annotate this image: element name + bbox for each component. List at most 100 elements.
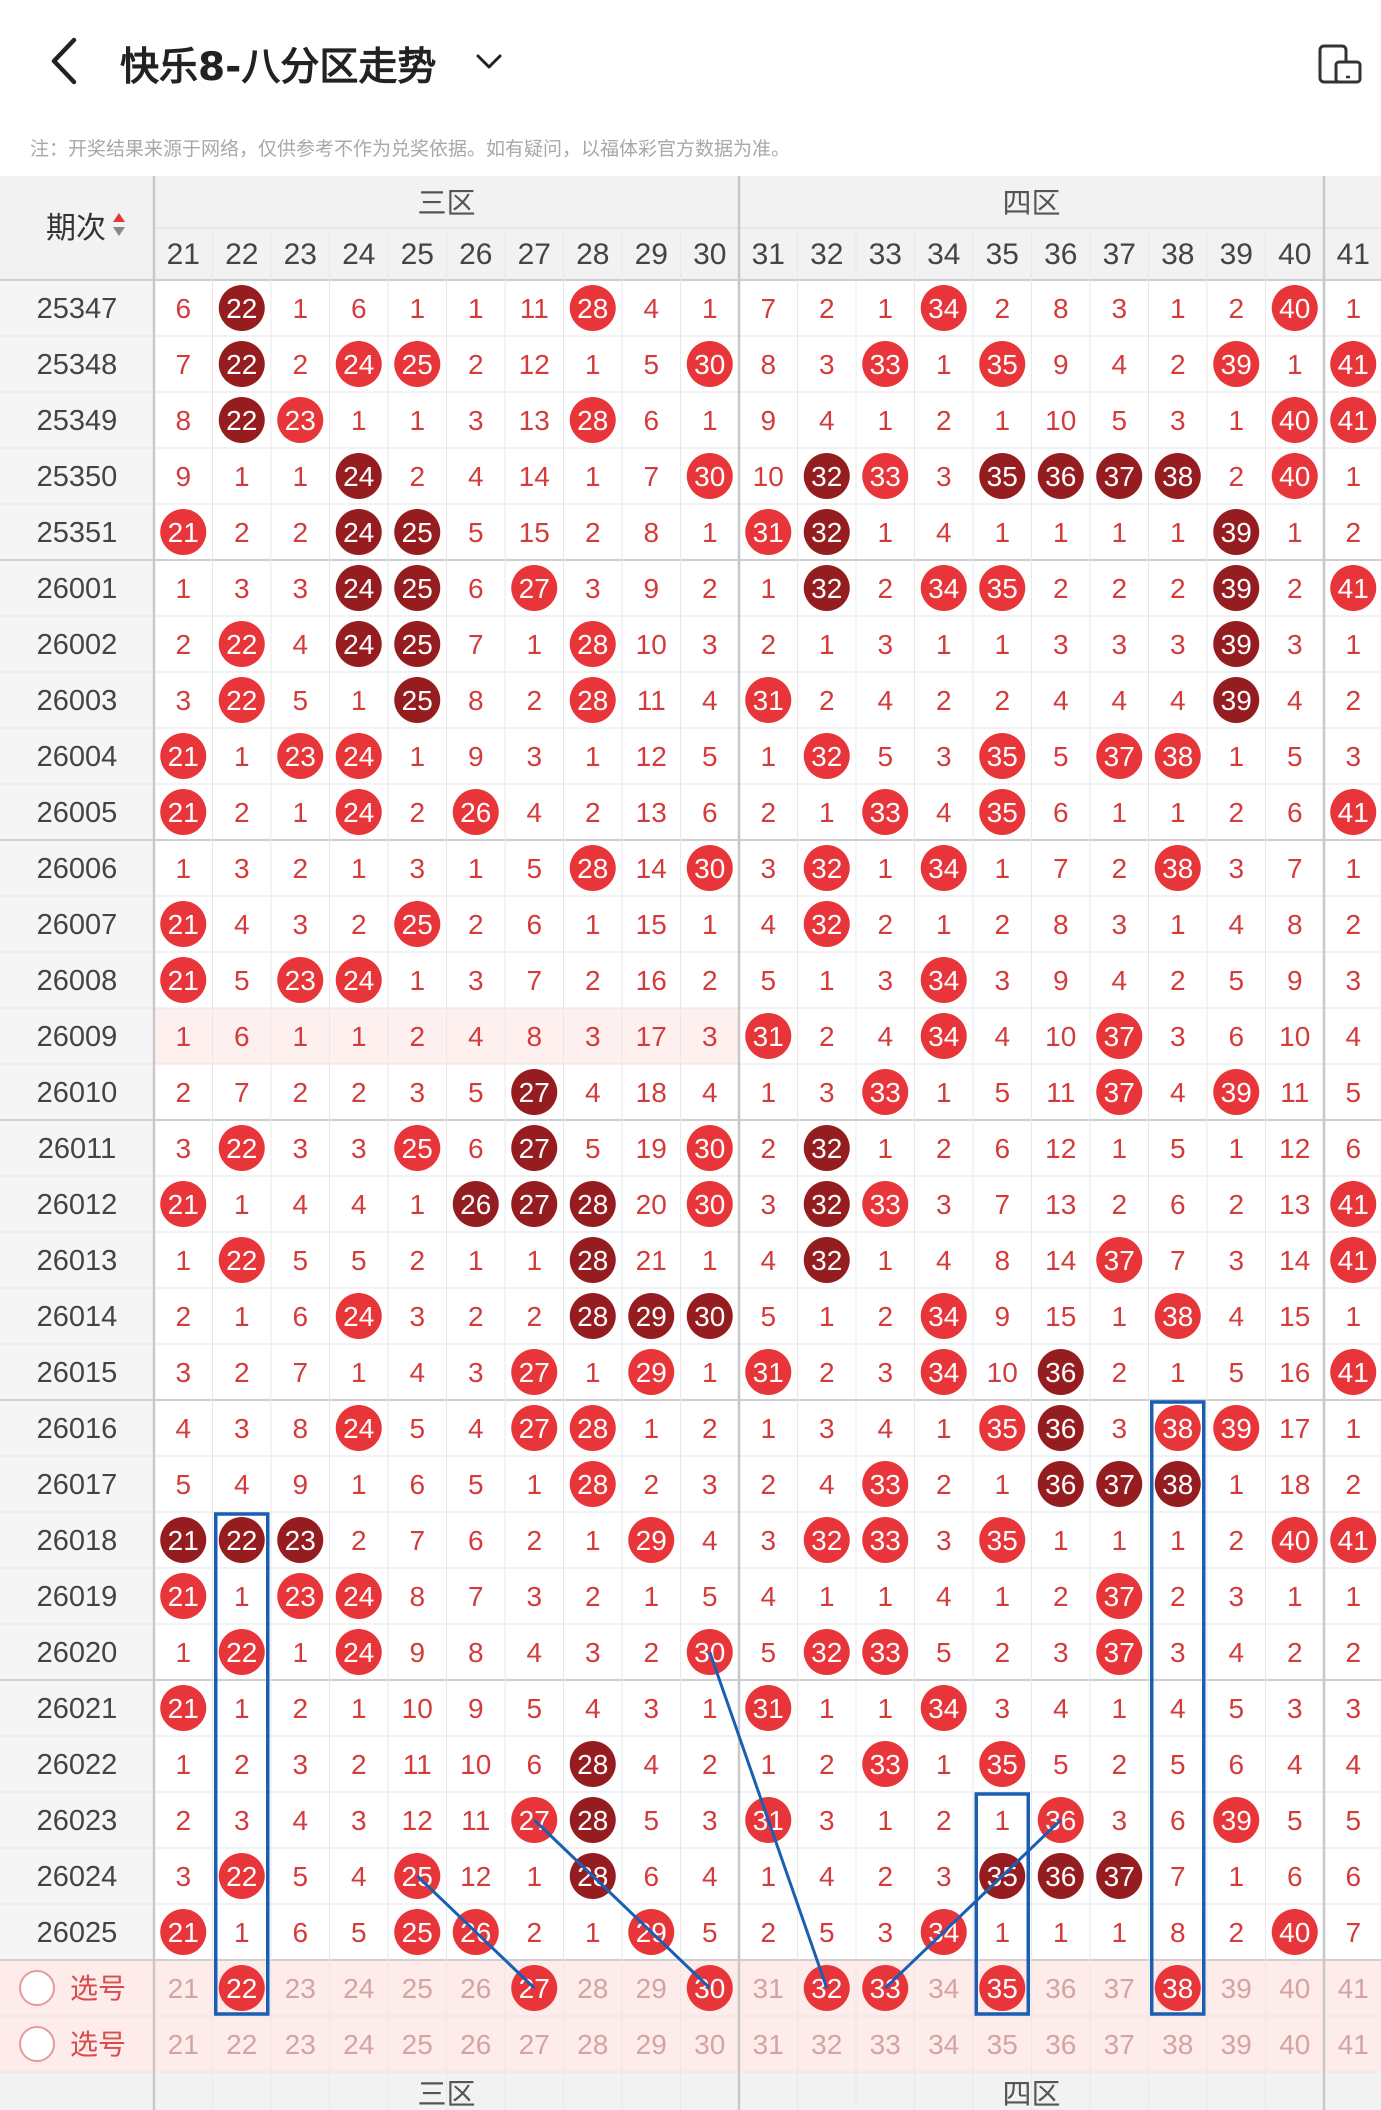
- miss-value: 1: [877, 1133, 893, 1164]
- select-number[interactable]: 32: [811, 2029, 842, 2060]
- select-number[interactable]: 25: [402, 1973, 433, 2004]
- miss-value: 17: [1279, 1413, 1310, 1444]
- radio-icon[interactable]: [19, 2026, 55, 2062]
- select-number[interactable]: 40: [1279, 1973, 1310, 2004]
- select-number[interactable]: 27: [519, 2029, 550, 2060]
- select-number[interactable]: 34: [928, 1973, 959, 2004]
- select-number[interactable]: 41: [1338, 2029, 1369, 2060]
- select-number[interactable]: 32: [811, 1973, 842, 2004]
- ball-number: 22: [226, 1245, 257, 1276]
- miss-value: 1: [585, 741, 601, 772]
- select-number[interactable]: 24: [343, 2029, 374, 2060]
- select-number[interactable]: 26: [460, 2029, 491, 2060]
- select-number[interactable]: 31: [753, 2029, 784, 2060]
- miss-value: 1: [1228, 1133, 1244, 1164]
- chevron-down-icon[interactable]: [474, 46, 504, 76]
- miss-value: 4: [468, 1021, 484, 1052]
- miss-value: 3: [819, 1413, 835, 1444]
- ball-number: 41: [1338, 1245, 1369, 1276]
- miss-value: 2: [936, 1805, 952, 1836]
- select-number[interactable]: 34: [928, 2029, 959, 2060]
- miss-value: 9: [1053, 965, 1069, 996]
- period-cell: 26008: [37, 965, 118, 997]
- select-number[interactable]: 38: [1162, 1973, 1193, 2004]
- miss-value: 3: [1111, 1413, 1127, 1444]
- select-number[interactable]: 30: [694, 2029, 725, 2060]
- ball-28: [569, 1181, 616, 1227]
- period-header[interactable]: 期次: [46, 211, 106, 246]
- select-number[interactable]: 37: [1104, 1973, 1135, 2004]
- select-number[interactable]: 28: [577, 2029, 608, 2060]
- select-number[interactable]: 22: [226, 1973, 257, 2004]
- ball-number: 26: [460, 1189, 491, 1220]
- ball-36: [1037, 1461, 1084, 1507]
- miss-value: 8: [468, 685, 484, 716]
- select-number[interactable]: 23: [285, 2029, 316, 2060]
- select-number[interactable]: 29: [636, 1973, 667, 2004]
- miss-value: 3: [175, 1357, 191, 1388]
- sort-down-icon[interactable]: [113, 227, 125, 236]
- select-number[interactable]: 35: [987, 2029, 1018, 2060]
- ball-37: [1096, 453, 1143, 499]
- select-number[interactable]: 24: [343, 1973, 374, 2004]
- miss-value: 2: [292, 349, 308, 380]
- ball-21: [160, 957, 207, 1003]
- period-cell: 25351: [37, 517, 118, 549]
- miss-value: 10: [753, 461, 784, 492]
- miss-value: 1: [1053, 1525, 1069, 1556]
- select-number[interactable]: 35: [987, 1973, 1018, 2004]
- miss-value: 2: [526, 685, 542, 716]
- miss-value: 3: [234, 1805, 250, 1836]
- select-number[interactable]: 25: [402, 2029, 433, 2060]
- chevron-left-icon[interactable]: [40, 32, 90, 90]
- select-ball-22[interactable]: [218, 1965, 265, 2011]
- column-header: 28: [576, 238, 609, 271]
- miss-value: 6: [409, 1469, 425, 1500]
- miss-value: 1: [351, 405, 367, 436]
- select-number[interactable]: 31: [753, 1973, 784, 2004]
- page-title: 快乐8-八分区走势: [120, 45, 437, 90]
- device-toggle-icon[interactable]: [1318, 44, 1364, 84]
- select-number[interactable]: 29: [636, 2029, 667, 2060]
- miss-value: 1: [468, 1245, 484, 1276]
- miss-value: 3: [292, 573, 308, 604]
- select-number[interactable]: 36: [1045, 1973, 1076, 2004]
- ball-29: [628, 1517, 675, 1563]
- radio-icon[interactable]: [19, 1970, 55, 2006]
- ball-28: [569, 677, 616, 723]
- select-number[interactable]: 23: [285, 1973, 316, 2004]
- select-number[interactable]: 39: [1221, 2029, 1252, 2060]
- select-number[interactable]: 21: [168, 2029, 199, 2060]
- select-row[interactable]: 选号 21 22 23 24 25 26 27 28 29 30 31 32 33 34 35 36 37 38 39…: [19, 2026, 1369, 2062]
- period-cell: 26010: [37, 1077, 118, 1109]
- select-number[interactable]: 22: [226, 2029, 257, 2060]
- ball-41: [1330, 1517, 1377, 1563]
- select-number[interactable]: 38: [1162, 2029, 1193, 2060]
- ball-24: [335, 1573, 382, 1619]
- ball-number: 25: [402, 1917, 433, 1948]
- sort-up-icon[interactable]: [113, 213, 125, 222]
- ball-number: 36: [1045, 1469, 1076, 1500]
- ball-number: 21: [168, 741, 199, 772]
- ball-30: [686, 845, 733, 891]
- select-number[interactable]: 39: [1221, 1973, 1252, 2004]
- select-number[interactable]: 37: [1104, 2029, 1135, 2060]
- select-ball-38[interactable]: [1154, 1965, 1201, 2011]
- select-number[interactable]: 36: [1045, 2029, 1076, 2060]
- ball-number: 25: [402, 349, 433, 380]
- miss-value: 4: [1170, 685, 1186, 716]
- select-ball-35[interactable]: [979, 1965, 1026, 2011]
- select-number[interactable]: 33: [870, 2029, 901, 2060]
- miss-value: 3: [1053, 1637, 1069, 1668]
- ball-24: [335, 1293, 382, 1339]
- miss-value: 14: [1279, 1245, 1310, 1276]
- miss-value: 5: [409, 1413, 425, 1444]
- ball-36: [1037, 453, 1084, 499]
- select-number[interactable]: 28: [577, 1973, 608, 2004]
- select-number[interactable]: 26: [460, 1973, 491, 2004]
- ball-number: 27: [519, 1357, 550, 1388]
- select-number[interactable]: 40: [1279, 2029, 1310, 2060]
- select-number[interactable]: 21: [168, 1973, 199, 2004]
- select-number[interactable]: 41: [1338, 1973, 1369, 2004]
- ball-number: 27: [519, 1133, 550, 1164]
